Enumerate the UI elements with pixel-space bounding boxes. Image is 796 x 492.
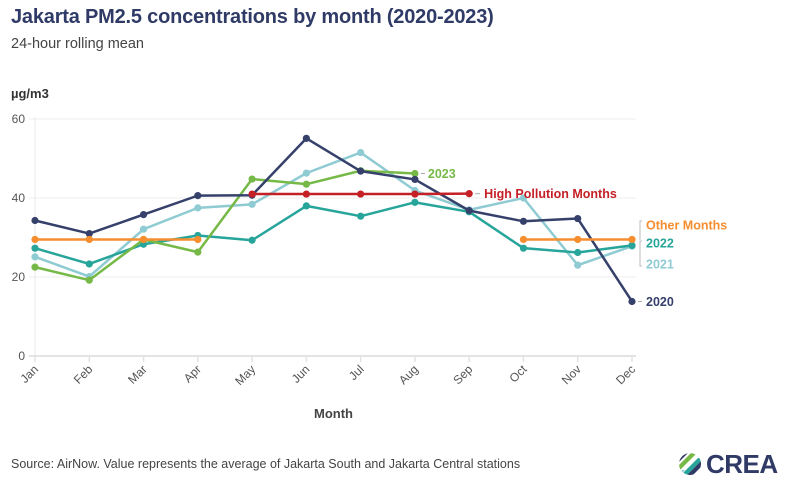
data-point[interactable] (302, 169, 310, 177)
data-point[interactable] (31, 244, 39, 252)
crea-logo-text: CREA (706, 448, 778, 479)
series-line (34, 151, 633, 278)
x-tick-label: Jul (346, 362, 367, 383)
chart-subtitle: 24-hour rolling mean (11, 36, 144, 52)
x-tick-label: Jan (18, 362, 42, 386)
source-note: Source: AirNow. Value represents the ave… (11, 457, 521, 471)
data-point[interactable] (194, 248, 202, 256)
data-point[interactable] (302, 202, 310, 210)
data-point[interactable] (248, 200, 256, 208)
series-line (34, 137, 634, 303)
x-axis-title: Month (314, 406, 353, 421)
data-point[interactable] (85, 276, 93, 284)
x-tick-label: Jun (289, 362, 313, 386)
y-tick-label: 0 (18, 349, 25, 363)
data-point[interactable] (411, 190, 419, 198)
x-tick-label: Feb (71, 362, 96, 387)
data-point[interactable] (574, 248, 582, 257)
data-point[interactable] (357, 212, 365, 220)
data-point[interactable] (465, 190, 473, 198)
series-label: 2023 (428, 167, 456, 181)
data-point[interactable] (574, 235, 582, 244)
data-point[interactable] (302, 190, 310, 198)
series-lines (31, 134, 636, 306)
series-labels: 2023 High Pollution Months 2020 Other Month… (420, 167, 727, 309)
data-point[interactable] (411, 169, 419, 178)
data-point[interactable] (357, 148, 365, 157)
series-2021 (31, 148, 636, 281)
data-point[interactable] (31, 253, 39, 261)
y-tick-label: 20 (12, 270, 26, 284)
x-tick-label: Mar (125, 362, 150, 387)
y-axis-unit-label: µg/m3 (11, 86, 49, 101)
data-point[interactable] (85, 229, 93, 238)
chart-title: Jakarta PM2.5 concentrations by month (2… (11, 6, 494, 28)
series-label: 2022 (646, 237, 674, 251)
data-point[interactable] (194, 192, 202, 200)
x-tick-label: Aug (396, 362, 421, 387)
y-tick-label: 60 (12, 112, 26, 126)
data-point[interactable] (194, 204, 202, 212)
data-point[interactable] (574, 261, 582, 269)
data-point[interactable] (574, 214, 582, 223)
x-tick-label: Nov (559, 362, 584, 387)
series-2020 (31, 134, 636, 306)
data-point[interactable] (519, 235, 528, 244)
data-point[interactable] (85, 260, 93, 268)
series-label: Other Months (646, 219, 727, 233)
data-point[interactable] (519, 244, 528, 252)
data-point[interactable] (248, 190, 256, 198)
crea-logo: CREA (678, 449, 778, 479)
data-point[interactable] (411, 198, 419, 206)
series-high-pollution-months (248, 190, 473, 198)
data-point[interactable] (411, 175, 419, 184)
series-label: High Pollution Months (484, 187, 617, 201)
series-label: 2021 (646, 258, 674, 272)
x-tick-label: Sep (450, 362, 475, 387)
label-bracket (639, 240, 642, 267)
x-tick-label: Dec (613, 362, 638, 387)
data-point[interactable] (139, 210, 148, 219)
data-point[interactable] (302, 134, 310, 142)
series-2022 (31, 198, 636, 268)
x-axis-ticks: Jan Feb Mar Apr May Jun Jul Aug Sep Oct Nov Dec (18, 356, 638, 388)
data-point[interactable] (628, 241, 636, 249)
data-point[interactable] (85, 235, 93, 244)
y-axis-ticks: 0 20 40 60 (12, 112, 26, 363)
label-bracket (639, 220, 642, 240)
data-point[interactable] (628, 235, 636, 244)
data-point[interactable] (139, 225, 148, 233)
data-point[interactable] (357, 167, 365, 175)
series-other-months (31, 235, 636, 244)
y-tick-label: 40 (12, 191, 26, 205)
data-point[interactable] (628, 297, 636, 306)
x-tick-label: Apr (181, 362, 204, 385)
data-point[interactable] (139, 235, 148, 244)
data-point[interactable] (248, 175, 256, 183)
data-point[interactable] (519, 217, 528, 225)
data-point[interactable] (519, 194, 528, 202)
data-point[interactable] (31, 235, 39, 244)
data-point[interactable] (31, 216, 39, 225)
data-point[interactable] (357, 190, 365, 198)
x-tick-label: May (232, 362, 258, 388)
data-point[interactable] (31, 263, 39, 271)
data-point[interactable] (465, 207, 473, 215)
crea-logo-icon (679, 453, 701, 475)
data-point[interactable] (248, 236, 256, 244)
series-line (34, 169, 415, 282)
series-label: 2020 (646, 295, 674, 309)
data-point[interactable] (194, 235, 202, 244)
x-tick-label: Oct (506, 362, 530, 386)
data-point[interactable] (302, 180, 310, 188)
